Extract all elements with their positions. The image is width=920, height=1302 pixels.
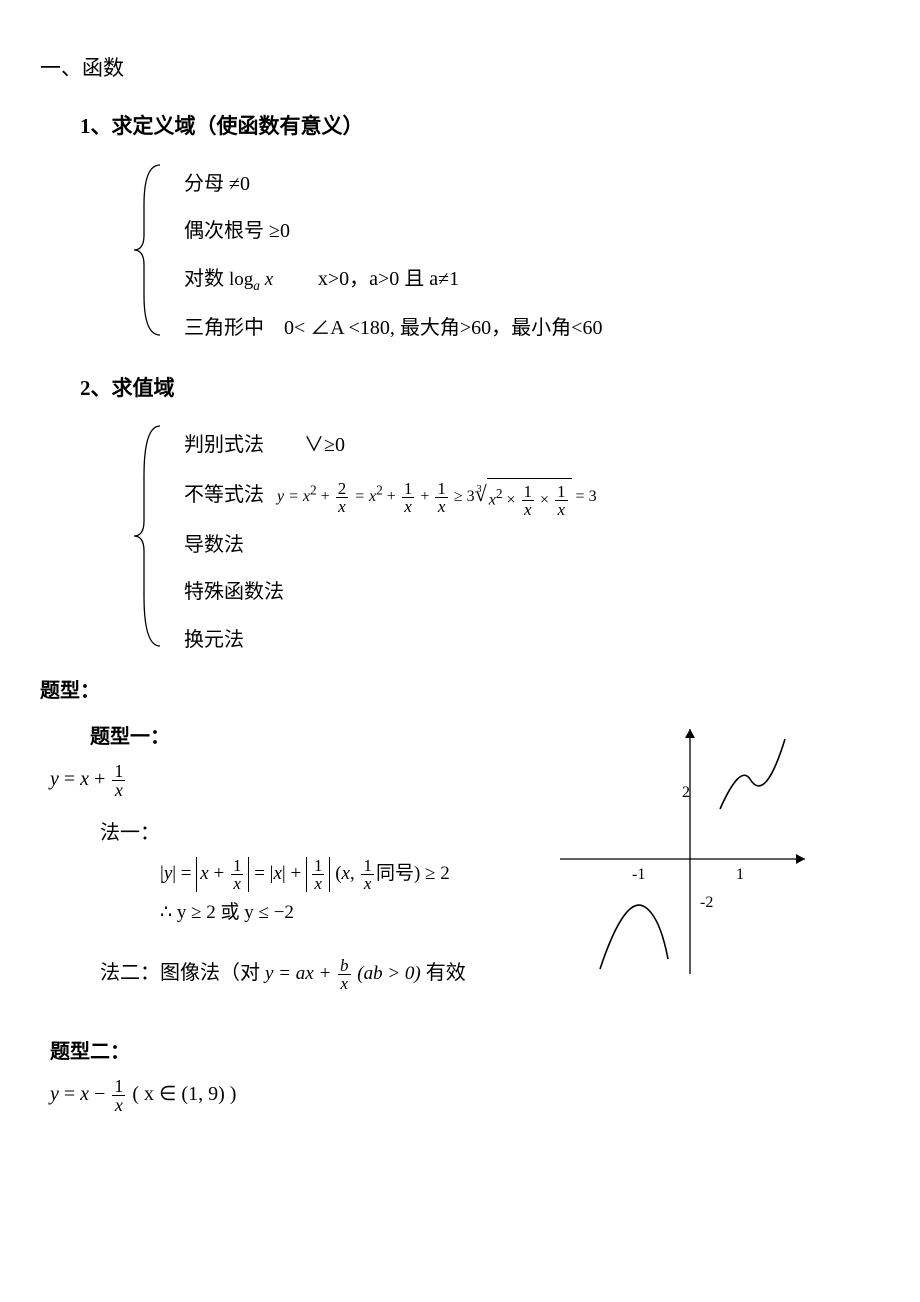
var-y: y xyxy=(50,768,59,790)
svg-text:1: 1 xyxy=(736,866,744,883)
ineq-label: 不等式法 xyxy=(184,484,264,506)
text: + xyxy=(383,488,400,505)
example-1: 2 -2 1 -1 题型一： y = x + 1x 法一： |y| = x + … xyxy=(40,719,880,991)
text: = x xyxy=(350,488,376,505)
graph-y-x-plus-1-over-x: 2 -2 1 -1 xyxy=(550,719,810,991)
root-index: 3 xyxy=(477,480,482,500)
range-method-derivative: 导数法 xyxy=(184,525,597,565)
brace-icon xyxy=(130,160,170,352)
sup: 2 xyxy=(376,483,383,498)
text: 法二：图像法（对 xyxy=(100,962,265,984)
sup: 2 xyxy=(310,483,317,498)
text: ≥ 3 xyxy=(450,488,475,505)
range-method-inequality: 不等式法 y = x2 + 2x = x2 + 1x + 1x ≥ 33√x2 … xyxy=(184,472,597,517)
brace-icon xyxy=(130,421,170,663)
var-x: x xyxy=(80,768,89,790)
log-arg: x xyxy=(265,269,273,290)
text: + xyxy=(317,488,334,505)
range-brace-block: 判别式法 ∨≥0 不等式法 y = x2 + 2x = x2 + 1x + 1x… xyxy=(130,421,880,663)
sub1-title: 1、求定义域（使函数有意义） xyxy=(80,108,880,146)
domain-rule-triangle: 三角形中 0< ∠A <180, 最大角>60，最小角<60 xyxy=(184,308,602,348)
domain-brace-block: 分母 ≠0 偶次根号 ≥0 对数 loga x x>0，a>0 且 a≠1 三角… xyxy=(130,160,880,352)
svg-text:2: 2 xyxy=(682,784,690,801)
examples-header: 题型： xyxy=(40,673,880,709)
text: × xyxy=(536,491,553,508)
domain-rule-even-root: 偶次根号 ≥0 xyxy=(184,211,602,251)
domain-rule-log: 对数 loga x x>0，a>0 且 a≠1 xyxy=(184,259,602,299)
log-fn: log xyxy=(229,269,253,290)
svg-text:-2: -2 xyxy=(700,894,713,911)
text: 有效 xyxy=(421,962,466,984)
sub2-title: 2、求值域 xyxy=(80,370,880,408)
section-title: 一、函数 xyxy=(40,50,880,88)
text: y = x xyxy=(277,488,310,505)
eq: = xyxy=(59,768,80,790)
log-expr: loga x xyxy=(229,269,278,290)
text: 同号) ≥ 2 xyxy=(376,863,450,884)
log-base: a xyxy=(253,278,260,293)
text: × xyxy=(502,491,519,508)
range-method-discriminant: 判别式法 ∨≥0 xyxy=(184,425,597,465)
example-2-title: 题型二： xyxy=(50,1034,880,1070)
domain-rule-denominator: 分母 ≠0 xyxy=(184,164,602,204)
range-method-special-fn: 特殊函数法 xyxy=(184,572,597,612)
log-conditions: x>0，a>0 且 a≠1 xyxy=(278,268,459,290)
text: = 3 xyxy=(572,488,597,505)
log-label: 对数 xyxy=(184,268,224,290)
ineq-formula: y = x2 + 2x = x2 + 1x + 1x ≥ 33√x2 × 1x … xyxy=(277,488,597,505)
interval: ( x ∈ (1, 9) ) xyxy=(132,1083,236,1105)
example-2-equation: y = x − 1x ( x ∈ (1, 9) ) xyxy=(50,1076,880,1114)
text: + xyxy=(416,488,433,505)
range-method-substitution: 换元法 xyxy=(184,620,597,660)
plus: + xyxy=(89,768,110,790)
svg-text:-1: -1 xyxy=(632,866,645,883)
